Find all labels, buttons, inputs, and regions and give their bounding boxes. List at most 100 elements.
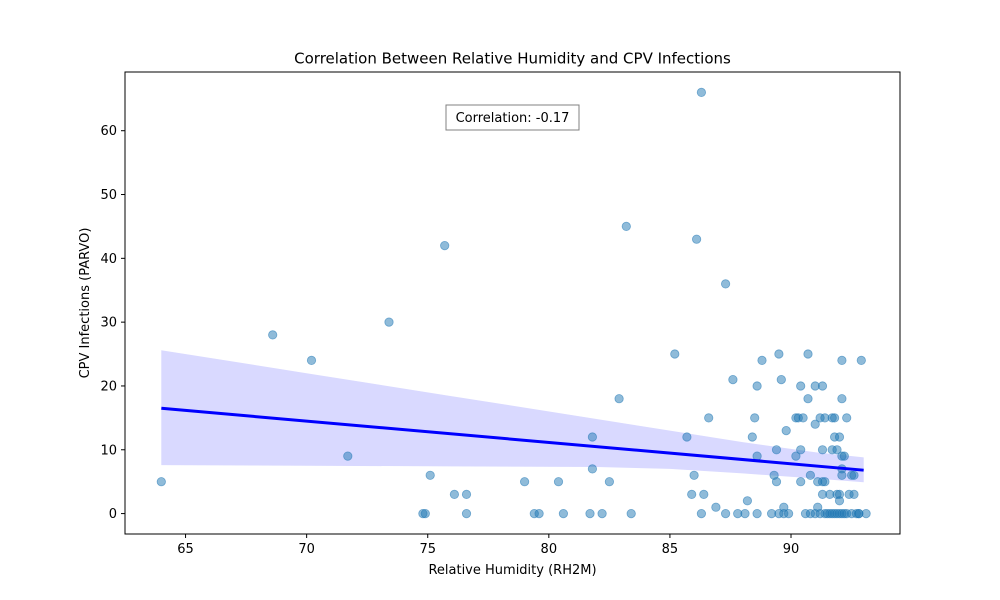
data-point xyxy=(461,508,472,519)
data-point xyxy=(834,432,845,442)
data-point xyxy=(440,241,450,251)
data-point xyxy=(720,508,731,519)
data-point xyxy=(750,413,760,423)
correlation-annotation: Correlation: -0.17 xyxy=(445,104,580,131)
y-axis-label: CPV Infections (PARVO) xyxy=(78,228,93,379)
x-tick-label: 70 xyxy=(298,542,315,557)
x-tick-label: 85 xyxy=(662,542,679,557)
data-point xyxy=(711,502,721,512)
data-point xyxy=(728,374,738,385)
data-point xyxy=(621,221,631,231)
data-point xyxy=(837,355,847,365)
data-point xyxy=(820,477,830,487)
regression-line xyxy=(161,406,864,472)
data-point xyxy=(817,381,828,391)
data-point xyxy=(720,279,731,289)
data-point xyxy=(796,381,806,391)
data-point xyxy=(558,508,569,519)
data-point xyxy=(384,317,394,327)
confidence-band-layer xyxy=(161,350,864,483)
y-tick-label: 40 xyxy=(100,252,117,267)
data-point xyxy=(699,489,709,499)
data-point xyxy=(796,445,806,455)
data-point xyxy=(842,413,852,423)
data-point xyxy=(757,355,767,365)
data-point xyxy=(837,470,847,480)
data-point xyxy=(449,489,459,499)
plot-frame xyxy=(124,71,901,535)
data-point xyxy=(803,349,813,359)
y-tick-label: 30 xyxy=(100,316,117,331)
correlation-annotation-text: Correlation: -0.17 xyxy=(456,111,570,126)
data-point xyxy=(771,477,782,487)
data-point xyxy=(776,374,786,385)
correlation-annotation-box xyxy=(445,104,580,131)
y-tick-label: 60 xyxy=(100,124,117,139)
data-point xyxy=(696,87,707,98)
data-point xyxy=(771,445,782,455)
confidence-band xyxy=(161,350,864,483)
x-axis: 65 70 75 80 85 90 xyxy=(177,534,799,557)
data-point xyxy=(420,508,430,519)
data-point xyxy=(587,464,598,474)
data-point xyxy=(810,419,820,429)
data-point xyxy=(461,489,472,499)
data-point xyxy=(849,470,859,480)
regression-line-layer xyxy=(161,406,864,472)
data-point xyxy=(696,508,707,519)
data-point xyxy=(803,394,813,404)
data-point xyxy=(682,432,692,442)
data-point xyxy=(742,496,753,506)
data-point xyxy=(425,470,435,480)
data-point xyxy=(740,508,750,519)
data-point xyxy=(585,508,595,519)
data-point xyxy=(670,349,680,359)
data-point xyxy=(691,234,702,244)
data-point xyxy=(781,425,791,436)
data-point xyxy=(747,432,757,442)
data-point xyxy=(597,508,607,519)
data-point xyxy=(626,508,636,519)
data-point xyxy=(856,355,866,365)
data-point xyxy=(834,496,845,506)
data-point xyxy=(343,451,353,461)
y-tick-label: 10 xyxy=(100,443,117,458)
x-tick-label: 90 xyxy=(783,542,800,557)
data-point xyxy=(268,330,278,340)
data-point xyxy=(587,432,598,442)
data-point xyxy=(796,477,806,487)
x-tick-label: 80 xyxy=(541,542,558,557)
data-point xyxy=(704,413,714,423)
data-point xyxy=(687,489,697,499)
y-tick-label: 20 xyxy=(100,379,117,394)
data-point xyxy=(534,508,544,519)
y-tick-label: 50 xyxy=(100,188,117,203)
data-point xyxy=(849,489,859,499)
data-point xyxy=(306,355,317,365)
y-axis: 0 10 20 30 40 50 60 xyxy=(100,124,125,522)
data-point xyxy=(519,477,530,487)
x-axis-label: Relative Humidity (RH2M) xyxy=(428,563,596,578)
data-point xyxy=(861,508,871,519)
data-point xyxy=(791,451,801,461)
y-tick-label: 0 xyxy=(109,507,117,522)
data-point xyxy=(805,470,816,480)
data-point xyxy=(798,413,808,423)
data-point xyxy=(553,477,564,487)
data-point xyxy=(817,445,828,455)
x-tick-label: 75 xyxy=(419,542,436,557)
data-point xyxy=(752,508,762,519)
data-point xyxy=(689,470,699,480)
data-point xyxy=(832,445,842,455)
x-tick-label: 65 xyxy=(177,542,194,557)
data-point xyxy=(614,394,624,404)
data-point xyxy=(839,451,849,461)
data-point xyxy=(774,349,784,359)
data-point xyxy=(752,381,762,391)
data-point xyxy=(604,477,615,487)
chart-title: Correlation Between Relative Humidity an… xyxy=(294,50,731,68)
data-point xyxy=(829,413,840,423)
data-point xyxy=(837,394,847,404)
data-point xyxy=(783,508,794,519)
